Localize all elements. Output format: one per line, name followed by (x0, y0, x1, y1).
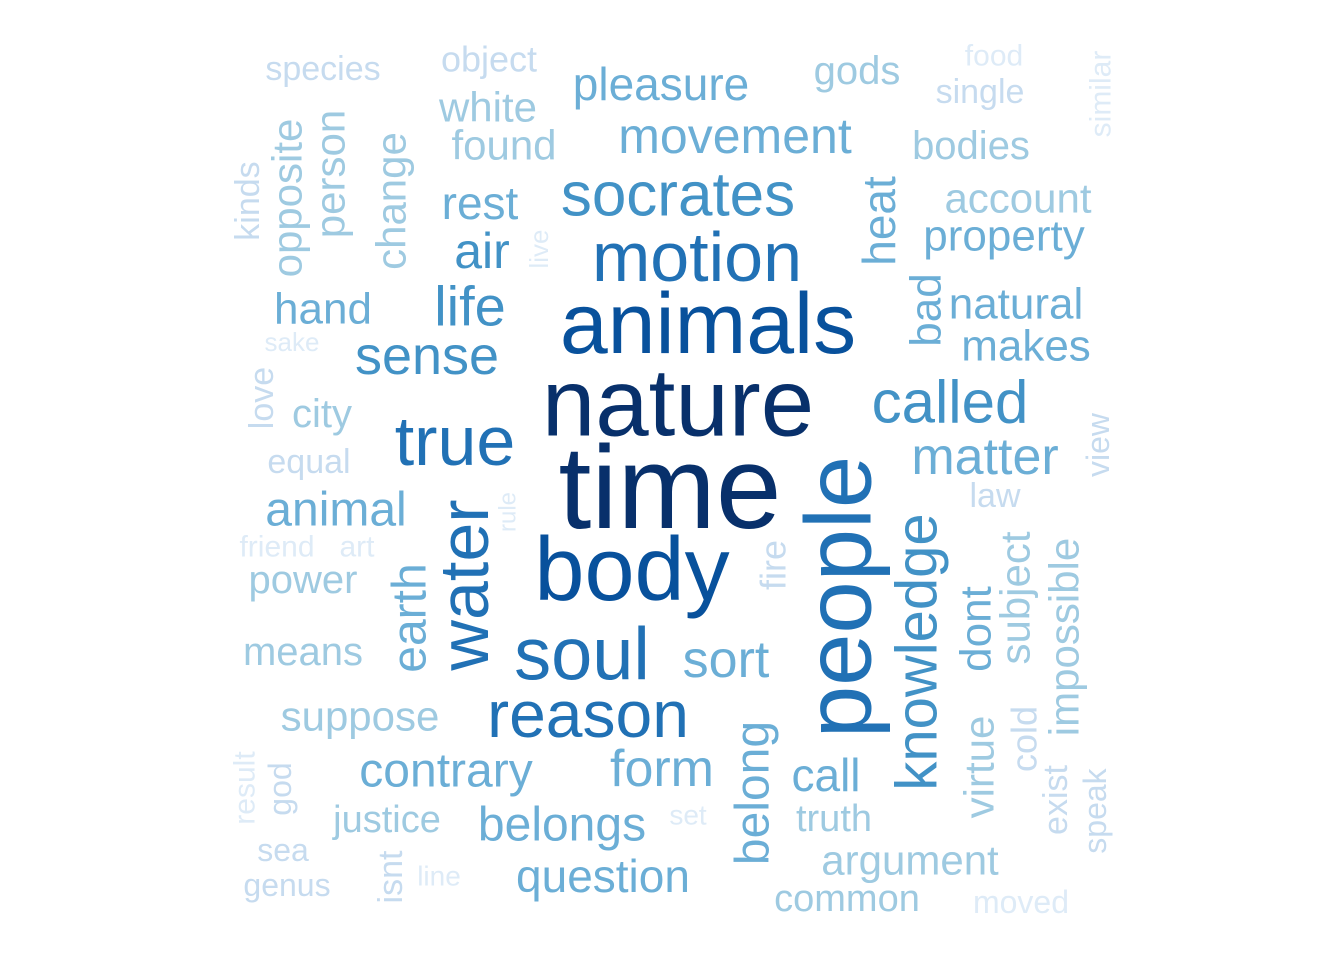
word-called: called (872, 369, 1029, 436)
word-line: line (417, 861, 461, 892)
word-means: means (243, 630, 363, 674)
word-set: set (669, 800, 707, 831)
word-justice: justice (332, 799, 441, 841)
word-species: species (265, 50, 380, 88)
word-matter: matter (911, 428, 1058, 486)
word-property: property (923, 212, 1084, 261)
word-body: body (534, 520, 729, 620)
word-belong: belong (727, 721, 780, 865)
word-cold: cold (1004, 706, 1045, 772)
word-true: true (395, 402, 516, 480)
word-virtue: virtue (956, 716, 1003, 819)
word-animals: animals (560, 276, 856, 372)
word-air: air (454, 223, 510, 279)
word-subject: subject (992, 531, 1039, 664)
word-object: object (441, 39, 537, 80)
word-people: people (786, 456, 891, 738)
word-similar: similar (1085, 51, 1118, 138)
word-moved: moved (973, 884, 1069, 920)
word-knowledge: knowledge (885, 513, 950, 790)
word-city: city (292, 392, 352, 436)
word-animal: animal (265, 484, 406, 537)
word-live: live (524, 229, 554, 268)
word-love: love (243, 367, 281, 429)
word-bad: bad (902, 273, 951, 346)
word-water: water (425, 499, 503, 671)
word-nature: nature (542, 350, 814, 457)
word-isnt: isnt (372, 850, 410, 903)
word-call: call (791, 749, 860, 801)
word-person: person (307, 110, 354, 238)
word-sake: sake (265, 327, 320, 357)
word-truth: truth (796, 798, 872, 840)
word-change: change (368, 132, 415, 270)
word-reason: reason (487, 677, 689, 751)
word-rule: rule (495, 492, 522, 532)
word-found: found (451, 122, 556, 169)
word-motion: motion (592, 218, 802, 296)
word-equal: equal (267, 443, 350, 481)
word-opposite: opposite (264, 119, 311, 278)
word-question: question (516, 850, 690, 902)
word-time: time (559, 422, 782, 554)
word-sea: sea (257, 832, 309, 868)
word-food: food (965, 40, 1023, 73)
word-suppose: suppose (281, 693, 440, 740)
word-single: single (936, 73, 1025, 111)
word-soul: soul (514, 613, 650, 696)
word-speak: speak (1077, 767, 1113, 853)
word-gods: gods (814, 49, 901, 93)
word-genus: genus (243, 867, 330, 903)
word-rest: rest (442, 177, 519, 229)
word-result: result (229, 751, 262, 825)
word-sort: sort (683, 631, 770, 689)
word-life: life (434, 275, 506, 338)
word-makes: makes (961, 322, 1091, 371)
word-fire: fire (753, 540, 794, 590)
word-heat: heat (853, 176, 905, 266)
word-socrates: socrates (561, 161, 795, 230)
word-account: account (944, 175, 1091, 222)
word-art: art (339, 531, 375, 564)
word-view: view (1080, 412, 1116, 477)
word-bodies: bodies (912, 124, 1030, 168)
word-kinds: kinds (229, 161, 267, 240)
word-exist: exist (1037, 764, 1075, 834)
word-contrary: contrary (359, 745, 532, 798)
word-belongs: belongs (478, 799, 646, 852)
word-form: form (610, 740, 714, 798)
word-common: common (774, 878, 920, 920)
word-earth: earth (384, 563, 437, 672)
word-power: power (249, 558, 358, 602)
word-friend: friend (239, 531, 314, 564)
word-sense: sense (355, 326, 499, 386)
word-movement: movement (618, 108, 852, 164)
word-dont: dont (952, 586, 1001, 672)
word-god: god (262, 762, 298, 815)
word-hand: hand (274, 285, 372, 334)
word-law: law (969, 477, 1020, 515)
word-white: white (438, 84, 537, 131)
word-natural: natural (949, 280, 1084, 329)
word-pleasure: pleasure (573, 58, 749, 110)
word-argument: argument (821, 837, 999, 884)
word-impossible: impossible (1041, 538, 1088, 736)
